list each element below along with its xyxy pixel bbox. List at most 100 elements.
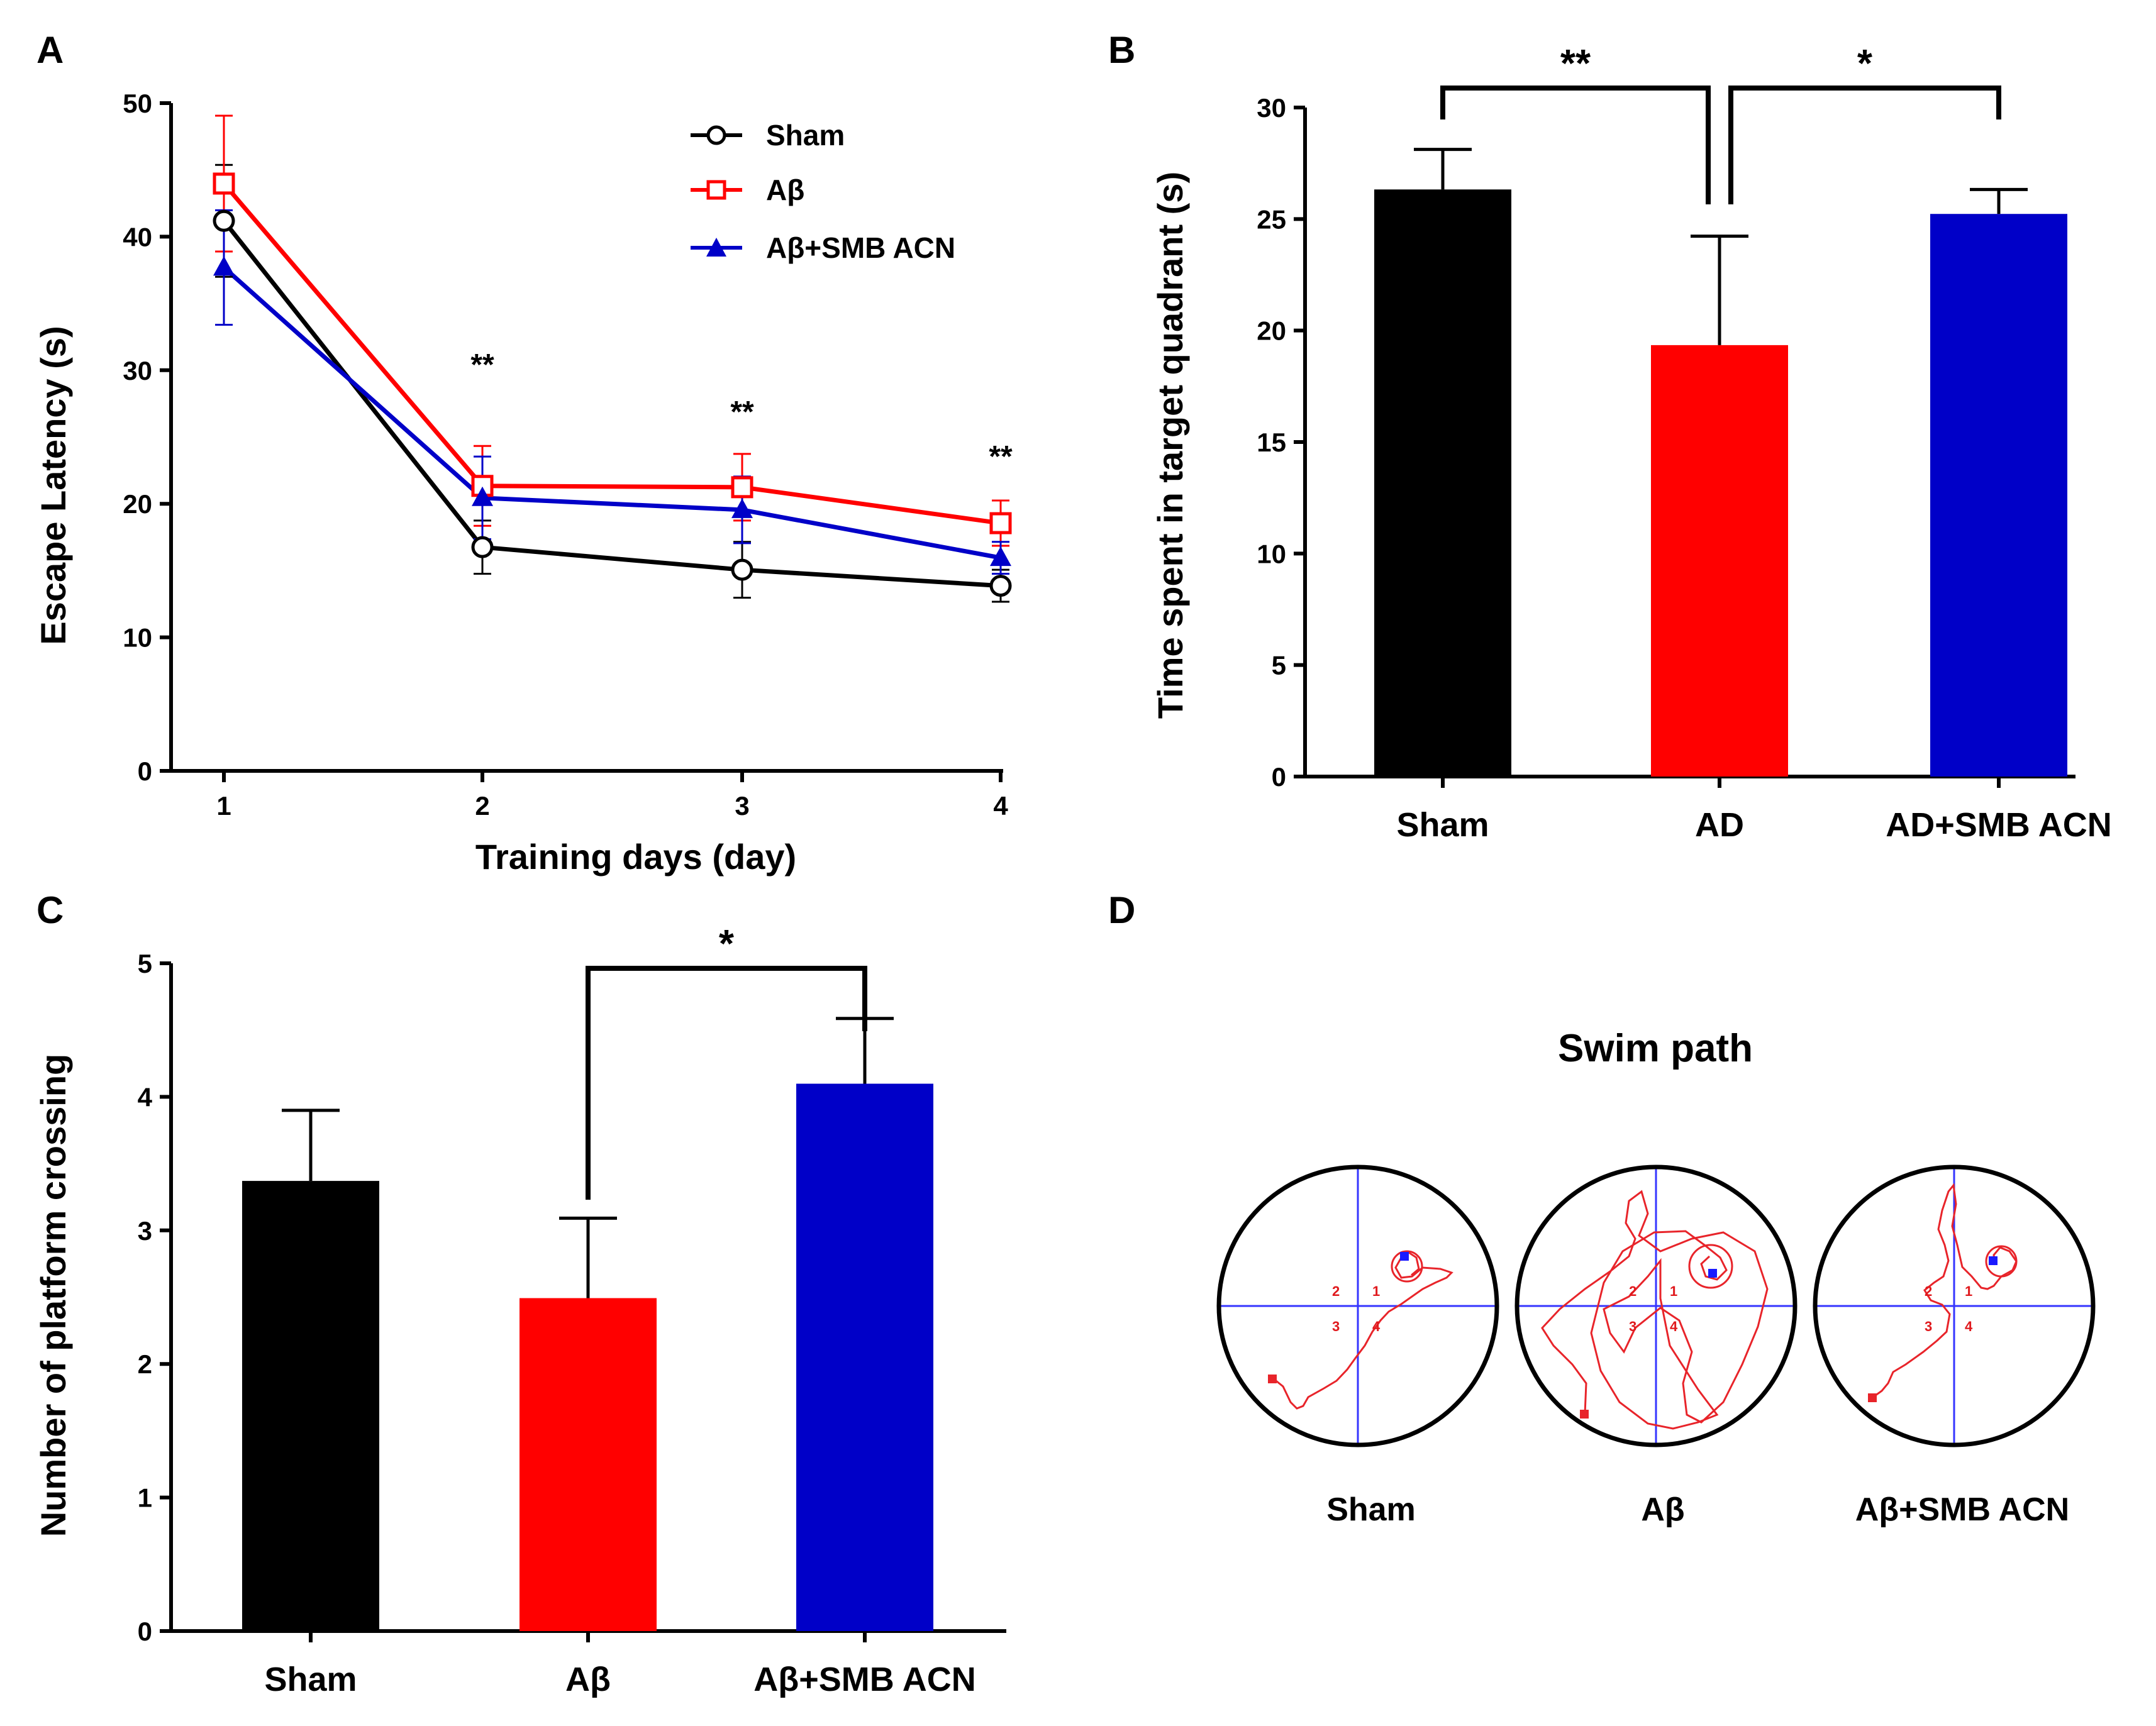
significance-bracket: [1728, 86, 2001, 204]
data-point-abeta: [989, 512, 1012, 534]
panel-a-legend: Sham Aβ Aβ+SMB ACN: [691, 119, 955, 264]
panel-a-ylabel: Escape Latency (s): [33, 326, 73, 644]
swim-pool-abeta: 1 2 3 4 Aβ: [1514, 1164, 1798, 1528]
bar-2: [796, 1083, 933, 1631]
legend-marker-sham: [706, 125, 726, 145]
quadrant-label-4: 4: [1965, 1319, 1973, 1334]
panel-a-xlabel: Training days (day): [475, 837, 796, 877]
data-point-treat: [472, 486, 493, 506]
panel-b-y-tick-label: 20: [1257, 316, 1286, 346]
significance-stars: **: [989, 440, 1013, 473]
quadrant-label-3: 3: [1332, 1319, 1340, 1334]
swim-caption-sham: Sham: [1326, 1491, 1416, 1528]
data-point-treat: [990, 546, 1011, 567]
quadrant-label-4: 4: [1670, 1319, 1678, 1334]
panel-b-bars: [1374, 148, 2067, 777]
legend-label-treat: Aβ+SMB ACN: [766, 231, 955, 264]
significance-bracket: [1440, 86, 1711, 204]
quadrant-label-1: 1: [1372, 1283, 1380, 1299]
legend-label-sham: Sham: [766, 119, 845, 152]
panel-a-series: [213, 114, 1012, 603]
swim-caption-abeta: Aβ: [1641, 1491, 1684, 1528]
quadrant-label-2: 2: [1332, 1283, 1340, 1299]
panel-c-y-tick-label: 3: [138, 1216, 152, 1246]
panel-b-significance: ** *: [1440, 42, 2001, 204]
panel-a-y-tick-label: 0: [138, 756, 152, 786]
significance-stars: *: [719, 922, 735, 966]
panel-c-significance: *: [586, 922, 867, 1200]
panel-a-y-tick-label: 50: [123, 89, 152, 118]
pool-boundary: [1216, 1164, 1499, 1447]
quadrant-label-2: 2: [1629, 1283, 1636, 1299]
swim-path-trace: [1872, 1183, 2018, 1398]
panel-b-ylabel: Time spent in target quadrant (s): [1150, 172, 1190, 719]
platform-marker: [1989, 1256, 1998, 1265]
bar-0: [242, 1181, 379, 1631]
swim-caption-treat: Aβ+SMB ACN: [1855, 1491, 2069, 1528]
platform-target-circle: [1391, 1250, 1423, 1283]
pool-boundary: [1813, 1164, 2096, 1447]
category-label: Sham: [1396, 806, 1489, 844]
panel-b-y-tick-label: 10: [1257, 539, 1286, 568]
quadrant-label-4: 4: [1372, 1319, 1381, 1334]
bar-1: [520, 1298, 657, 1631]
series-line-2: [222, 265, 1001, 560]
panel-b-y-tick-label: 0: [1272, 762, 1286, 792]
data-point-treat: [213, 256, 235, 276]
panel-c-ylabel: Number of platform crossing: [33, 1054, 73, 1537]
start-marker: [1268, 1375, 1277, 1383]
panel-letter-a: A: [36, 29, 64, 71]
significance-stars: *: [1857, 42, 1873, 86]
swim-pool-sham: 1 2 3 4 Sham: [1216, 1164, 1499, 1528]
category-label: AD+SMB ACN: [1886, 806, 2112, 844]
panel-a-y-tick-label: 30: [123, 356, 152, 385]
series-line-1: [222, 182, 1001, 526]
swim-pool-treat: 1 2 3 4 Aβ+SMB ACN: [1813, 1164, 2096, 1528]
panel-letter-c: C: [36, 889, 64, 931]
quadrant-label-3: 3: [1629, 1319, 1636, 1334]
data-point-treat: [731, 498, 753, 518]
legend-marker-treat: [706, 238, 726, 257]
legend-label-abeta: Aβ: [766, 174, 804, 206]
panel-c-y-tick-label: 5: [138, 949, 152, 978]
significance-stars: **: [730, 396, 754, 429]
quadrant-label-1: 1: [1670, 1283, 1677, 1299]
swim-path-trace: [1272, 1251, 1453, 1410]
start-marker: [1580, 1410, 1589, 1419]
data-point-sham: [731, 558, 753, 581]
panel-b-y-tick-label: 15: [1257, 428, 1286, 457]
panel-c-bar-chart: 0 1 2 3 4 5 Sham Aβ Aβ+SMB ACN * Number of platf…: [33, 922, 1006, 1698]
quadrant-label-1: 1: [1965, 1283, 1972, 1299]
data-point-abeta: [213, 172, 235, 195]
panel-a-x-tick-label: 3: [735, 791, 749, 821]
panel-a-axes: 0 10 20 30 40 50 1 2 3 4: [123, 89, 1008, 821]
platform-marker: [1400, 1252, 1409, 1261]
panel-a-line-chart: 0 10 20 30 40 50 1 2 3 4 ** ** ** Training days (da…: [33, 89, 1013, 877]
significance-stars: **: [1560, 42, 1591, 86]
category-label: Aβ: [565, 1661, 611, 1698]
platform-marker: [1708, 1269, 1717, 1278]
panel-a-x-tick-label: 4: [993, 791, 1008, 821]
panel-a-y-tick-label: 10: [123, 623, 152, 653]
quadrant-label-2: 2: [1925, 1283, 1932, 1299]
panel-a-y-tick-label: 20: [123, 489, 152, 519]
swim-path-title: Swim path: [1558, 1027, 1753, 1070]
panel-a-annotations: ** ** **: [470, 348, 1013, 473]
panel-c-y-tick-label: 1: [138, 1483, 152, 1513]
data-point-sham: [471, 536, 494, 558]
quadrant-label-3: 3: [1925, 1319, 1932, 1334]
category-label: AD: [1695, 806, 1744, 844]
panel-b-y-tick-label: 25: [1257, 204, 1286, 234]
category-label: Aβ+SMB ACN: [753, 1661, 975, 1698]
series-line-0: [222, 219, 1001, 589]
panel-c-y-tick-label: 0: [138, 1617, 152, 1646]
panel-d-swim-paths: Swim path 1 2 3 4 Sham 1 2 3: [1216, 1027, 2096, 1528]
panel-a-x-tick-label: 1: [216, 791, 231, 821]
panel-a-x-tick-label: 2: [475, 791, 489, 821]
data-point-sham: [213, 209, 235, 232]
panel-a-y-tick-label: 40: [123, 222, 152, 252]
legend-marker-abeta: [706, 180, 726, 200]
panel-c-y-tick-label: 2: [138, 1349, 152, 1379]
